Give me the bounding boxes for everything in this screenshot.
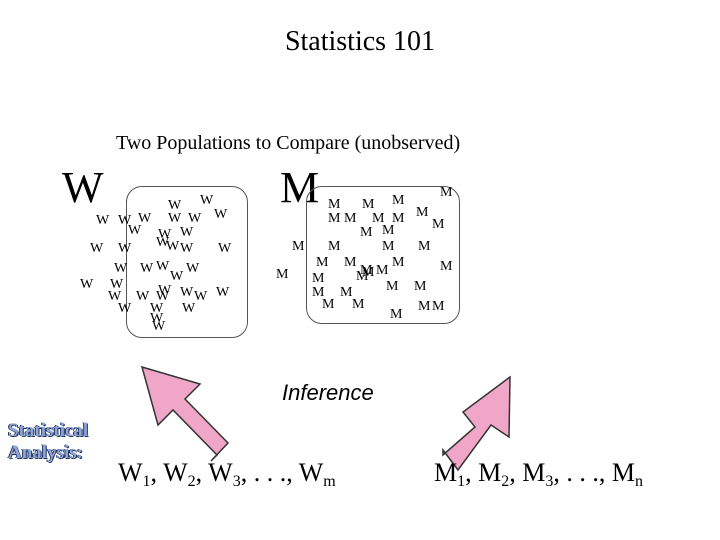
m-sample-ellipsis: . . . <box>566 458 599 487</box>
m-sample-3: M3 <box>522 458 554 490</box>
population-m-member: M <box>392 211 405 226</box>
population-w-member: W <box>156 259 170 274</box>
population-m-member: M <box>382 223 395 238</box>
population-m-member: M <box>328 211 341 226</box>
population-w-member: W <box>150 311 164 326</box>
population-m-member: M <box>382 239 395 254</box>
population-m-member: M <box>418 239 431 254</box>
population-w-member: W <box>168 198 182 213</box>
population-w-member: W <box>138 211 152 226</box>
statistical-analysis-label: Statistical Analysis: <box>8 420 89 463</box>
population-m-member: M <box>340 285 353 300</box>
population-m-member: M <box>418 299 431 314</box>
population-w-member: W <box>186 261 200 276</box>
population-m-member: M <box>376 263 389 278</box>
population-m-member: M <box>432 299 445 314</box>
population-w-member: W <box>218 241 232 256</box>
population-m-member: M <box>328 197 341 212</box>
population-m-member: M <box>356 269 369 284</box>
w-sample-last: Wm <box>298 458 336 490</box>
population-w-member: W <box>108 289 122 304</box>
population-m-member: M <box>322 297 335 312</box>
population-m-member: M <box>390 307 403 322</box>
population-m-member: M <box>440 259 453 274</box>
population-w-member: W <box>214 207 228 222</box>
population-m-member: M <box>344 255 357 270</box>
population-w-member: W <box>156 235 170 250</box>
population-m-member: M <box>416 205 429 220</box>
w-sample-sequence: W1, W2, W3, . . ., Wm <box>118 458 336 490</box>
population-w-member: W <box>216 285 230 300</box>
population-w-member: W <box>118 241 132 256</box>
population-w-member: W <box>118 213 132 228</box>
population-w-member: W <box>150 301 164 316</box>
population-m-member: M <box>292 239 305 254</box>
m-sample-1: M1 <box>434 458 466 490</box>
population-w-member: W <box>110 277 124 292</box>
population-w-box <box>126 186 248 338</box>
m-sample-last: Mn <box>611 458 643 490</box>
population-m-member: M <box>362 265 375 280</box>
m-sample-2: M2 <box>478 458 510 490</box>
page-title: Statistics 101 <box>284 26 436 57</box>
population-w-member: W <box>158 283 172 298</box>
population-w-member: W <box>114 261 128 276</box>
population-w-member: W <box>180 241 194 256</box>
population-w-member: W <box>96 213 110 228</box>
population-m-member: M <box>316 255 329 270</box>
population-w-member: W <box>194 289 208 304</box>
population-w-member: W <box>188 211 202 226</box>
population-w-member: W <box>166 239 180 254</box>
population-m-member: M <box>360 263 373 278</box>
population-w-member: W <box>200 193 214 208</box>
populations-subtitle: Two Populations to Compare (unobserved) <box>116 132 461 154</box>
population-w-member: W <box>180 285 194 300</box>
inference-label: Inference <box>282 380 374 405</box>
m-sample-sequence: M1, M2, M3, . . ., Mn <box>434 458 643 490</box>
population-m-member: M <box>392 255 405 270</box>
inference-arrow-left <box>140 365 230 462</box>
population-m-member: M <box>386 279 399 294</box>
population-w-member: W <box>182 301 196 316</box>
population-m-member: M <box>344 211 357 226</box>
population-m-member: M <box>360 225 373 240</box>
population-m-member: M <box>440 185 453 200</box>
population-w-member: W <box>180 225 194 240</box>
population-w-member: W <box>118 301 132 316</box>
population-w-member: W <box>80 277 94 292</box>
population-w-member: W <box>168 211 182 226</box>
population-m-member: M <box>352 297 365 312</box>
population-m-member: M <box>312 285 325 300</box>
population-m-member: M <box>312 271 325 286</box>
population-w-member: W <box>136 289 150 304</box>
w-sample-ellipsis: . . . <box>253 458 287 487</box>
population-w-member: W <box>90 241 104 256</box>
population-w-member: W <box>156 289 170 304</box>
population-m-member: M <box>414 279 427 294</box>
w-sample-2: W2 <box>163 458 196 490</box>
population-w-member: W <box>170 269 184 284</box>
population-m-member: M <box>432 217 445 232</box>
population-w-member: W <box>140 261 154 276</box>
population-w-member: W <box>128 223 142 238</box>
population-m-member: M <box>362 197 375 212</box>
population-m-box <box>306 186 460 324</box>
population-w-label: W <box>62 163 104 212</box>
population-m-member: M <box>328 239 341 254</box>
population-m-member: M <box>392 193 405 208</box>
population-w-member: W <box>158 227 172 242</box>
population-m-member: M <box>276 267 289 282</box>
population-m-member: M <box>372 211 385 226</box>
w-sample-3: W3 <box>208 458 241 490</box>
w-sample-1: W1 <box>118 458 151 490</box>
inference-arrow-right <box>442 375 511 472</box>
population-w-member: W <box>152 319 166 334</box>
